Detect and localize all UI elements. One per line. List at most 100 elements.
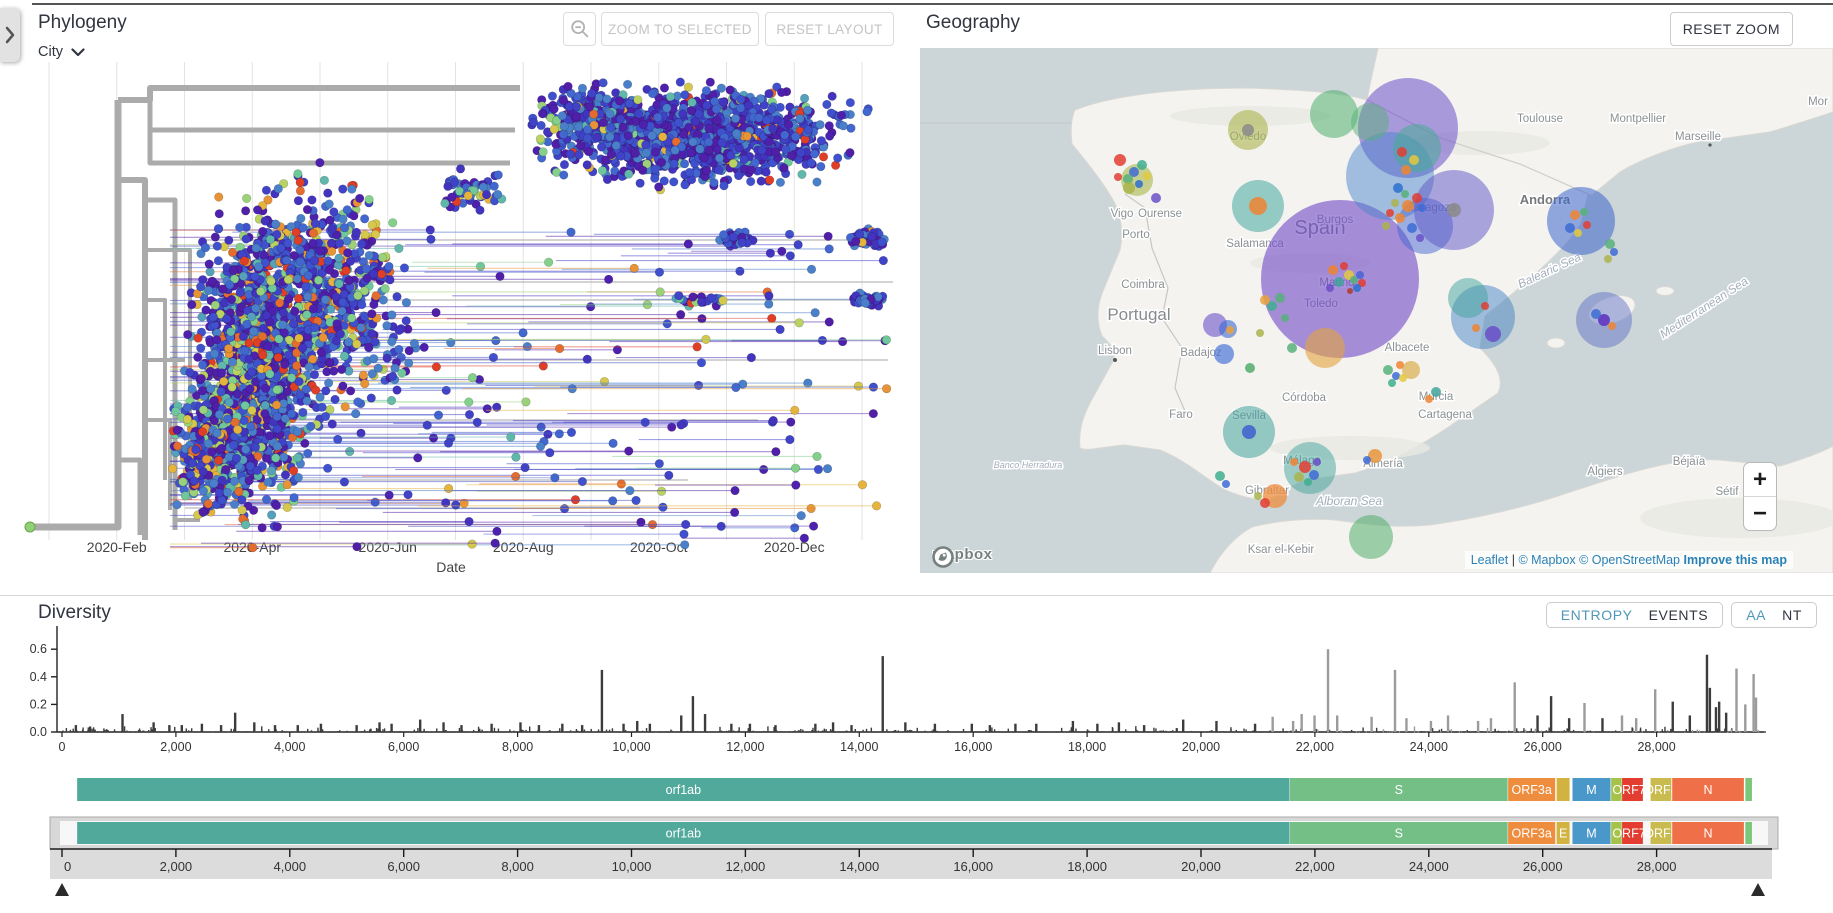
tree-tip[interactable]	[251, 243, 261, 253]
tree-tip[interactable]	[217, 284, 228, 294]
tree-tip[interactable]	[261, 185, 272, 195]
tree-tip[interactable]	[239, 415, 249, 426]
tree-tip[interactable]	[816, 161, 826, 172]
tree-tip[interactable]	[746, 165, 756, 175]
tree-tip[interactable]	[684, 167, 695, 178]
tree-tip[interactable]	[653, 112, 663, 122]
tree-tip[interactable]	[241, 444, 251, 454]
tree-tip[interactable]	[283, 350, 294, 360]
tree-tip[interactable]	[404, 358, 414, 368]
zoom-to-selected-button[interactable]: ZOOM TO SELECTED	[601, 12, 759, 46]
tree-tip[interactable]	[340, 402, 350, 412]
tree-tip[interactable]	[786, 150, 797, 161]
tree-tip[interactable]	[227, 382, 237, 392]
tree-tip[interactable]	[224, 235, 234, 245]
tree-tip[interactable]	[862, 107, 872, 117]
color-by-dropdown[interactable]: City	[38, 44, 85, 60]
tree-tip[interactable]	[310, 218, 320, 229]
tree-tip[interactable]	[180, 491, 190, 501]
tree-tip[interactable]	[198, 486, 208, 496]
tree-tip[interactable]	[838, 121, 848, 131]
tree-tip[interactable]	[278, 320, 288, 330]
tree-tip[interactable]	[587, 88, 597, 99]
tree-tip[interactable]	[351, 227, 362, 237]
tree-tip[interactable]	[262, 310, 272, 321]
tree-tip[interactable]	[878, 255, 888, 266]
tree-tip[interactable]	[554, 429, 564, 439]
tree-tip[interactable]	[624, 446, 634, 456]
tree-tip[interactable]	[229, 476, 240, 486]
tree-tip[interactable]	[493, 170, 503, 180]
tree-tip[interactable]	[768, 415, 778, 426]
tree-tip[interactable]	[287, 373, 297, 383]
tree-tip[interactable]	[674, 118, 684, 128]
tree-tip[interactable]	[624, 98, 634, 109]
tree-tip[interactable]	[676, 420, 686, 430]
tree-tip[interactable]	[338, 184, 348, 194]
tree-tip[interactable]	[345, 386, 356, 396]
tree-tip[interactable]	[338, 214, 348, 224]
tree-tip[interactable]	[205, 267, 215, 277]
tree-tip[interactable]	[289, 382, 299, 392]
tree-tip[interactable]	[258, 323, 269, 333]
tree-tip[interactable]	[570, 495, 581, 505]
tree-tip[interactable]	[283, 274, 293, 285]
tree-tip[interactable]	[558, 129, 569, 139]
tree-tip[interactable]	[681, 519, 691, 529]
tree-tip[interactable]	[654, 459, 664, 469]
tree-tip[interactable]	[329, 207, 339, 217]
tree-tip[interactable]	[489, 181, 499, 191]
tree-tip[interactable]	[309, 369, 320, 380]
tree-tip[interactable]	[571, 102, 582, 112]
tree-tip[interactable]	[272, 424, 282, 434]
tree-tip[interactable]	[198, 360, 208, 370]
tree-tip[interactable]	[606, 122, 616, 132]
tree-tip[interactable]	[237, 495, 247, 505]
tree-tip[interactable]	[324, 265, 335, 275]
tree-tip[interactable]	[518, 328, 528, 338]
tree-tip[interactable]	[280, 413, 290, 424]
tree-tip[interactable]	[217, 443, 227, 453]
tree-tip[interactable]	[656, 157, 667, 167]
tree-tip[interactable]	[331, 336, 341, 346]
geography-map[interactable]: Balearic Sea Mediterranean Sea Alboran Sea…	[920, 48, 1833, 573]
tree-tip[interactable]	[392, 385, 402, 395]
tree-tip[interactable]	[647, 131, 657, 141]
tree-tip[interactable]	[301, 282, 311, 292]
tree-tip[interactable]	[315, 158, 325, 168]
tree-tip[interactable]	[492, 402, 502, 412]
tree-tip[interactable]	[239, 256, 250, 266]
tree-tip[interactable]	[716, 83, 726, 93]
tree-tip[interactable]	[237, 505, 247, 515]
tree-tip[interactable]	[357, 300, 367, 310]
tree-tip[interactable]	[495, 271, 505, 281]
tree-tip[interactable]	[371, 291, 381, 301]
tree-tip[interactable]	[291, 227, 301, 237]
tree-tip[interactable]	[688, 292, 698, 302]
tree-tip[interactable]	[200, 242, 211, 253]
tree-tip[interactable]	[616, 479, 626, 489]
tree-tip[interactable]	[426, 234, 436, 244]
tree-tip[interactable]	[265, 234, 275, 244]
tree-tip[interactable]	[596, 142, 607, 152]
tree-tip[interactable]	[664, 470, 674, 480]
tree-tip[interactable]	[286, 222, 296, 232]
tree-tip[interactable]	[284, 294, 294, 304]
tree-tip[interactable]	[338, 297, 348, 307]
tree-tip[interactable]	[298, 407, 308, 417]
tree-tip[interactable]	[697, 297, 707, 307]
tree-tip[interactable]	[337, 364, 347, 375]
tree-tip[interactable]	[857, 480, 868, 490]
tree-tip[interactable]	[574, 150, 584, 160]
tree-tip[interactable]	[822, 99, 832, 110]
tree-tip[interactable]	[364, 342, 374, 352]
tree-tip[interactable]	[197, 312, 207, 322]
tree-tip[interactable]	[860, 298, 870, 308]
tree-tip[interactable]	[295, 257, 305, 267]
tree-tip[interactable]	[641, 140, 651, 150]
tree-tip[interactable]	[364, 250, 374, 261]
tree-tip[interactable]	[295, 177, 305, 188]
tree-tip[interactable]	[544, 257, 554, 267]
tree-tip[interactable]	[520, 462, 530, 473]
tree-tip[interactable]	[294, 333, 304, 343]
